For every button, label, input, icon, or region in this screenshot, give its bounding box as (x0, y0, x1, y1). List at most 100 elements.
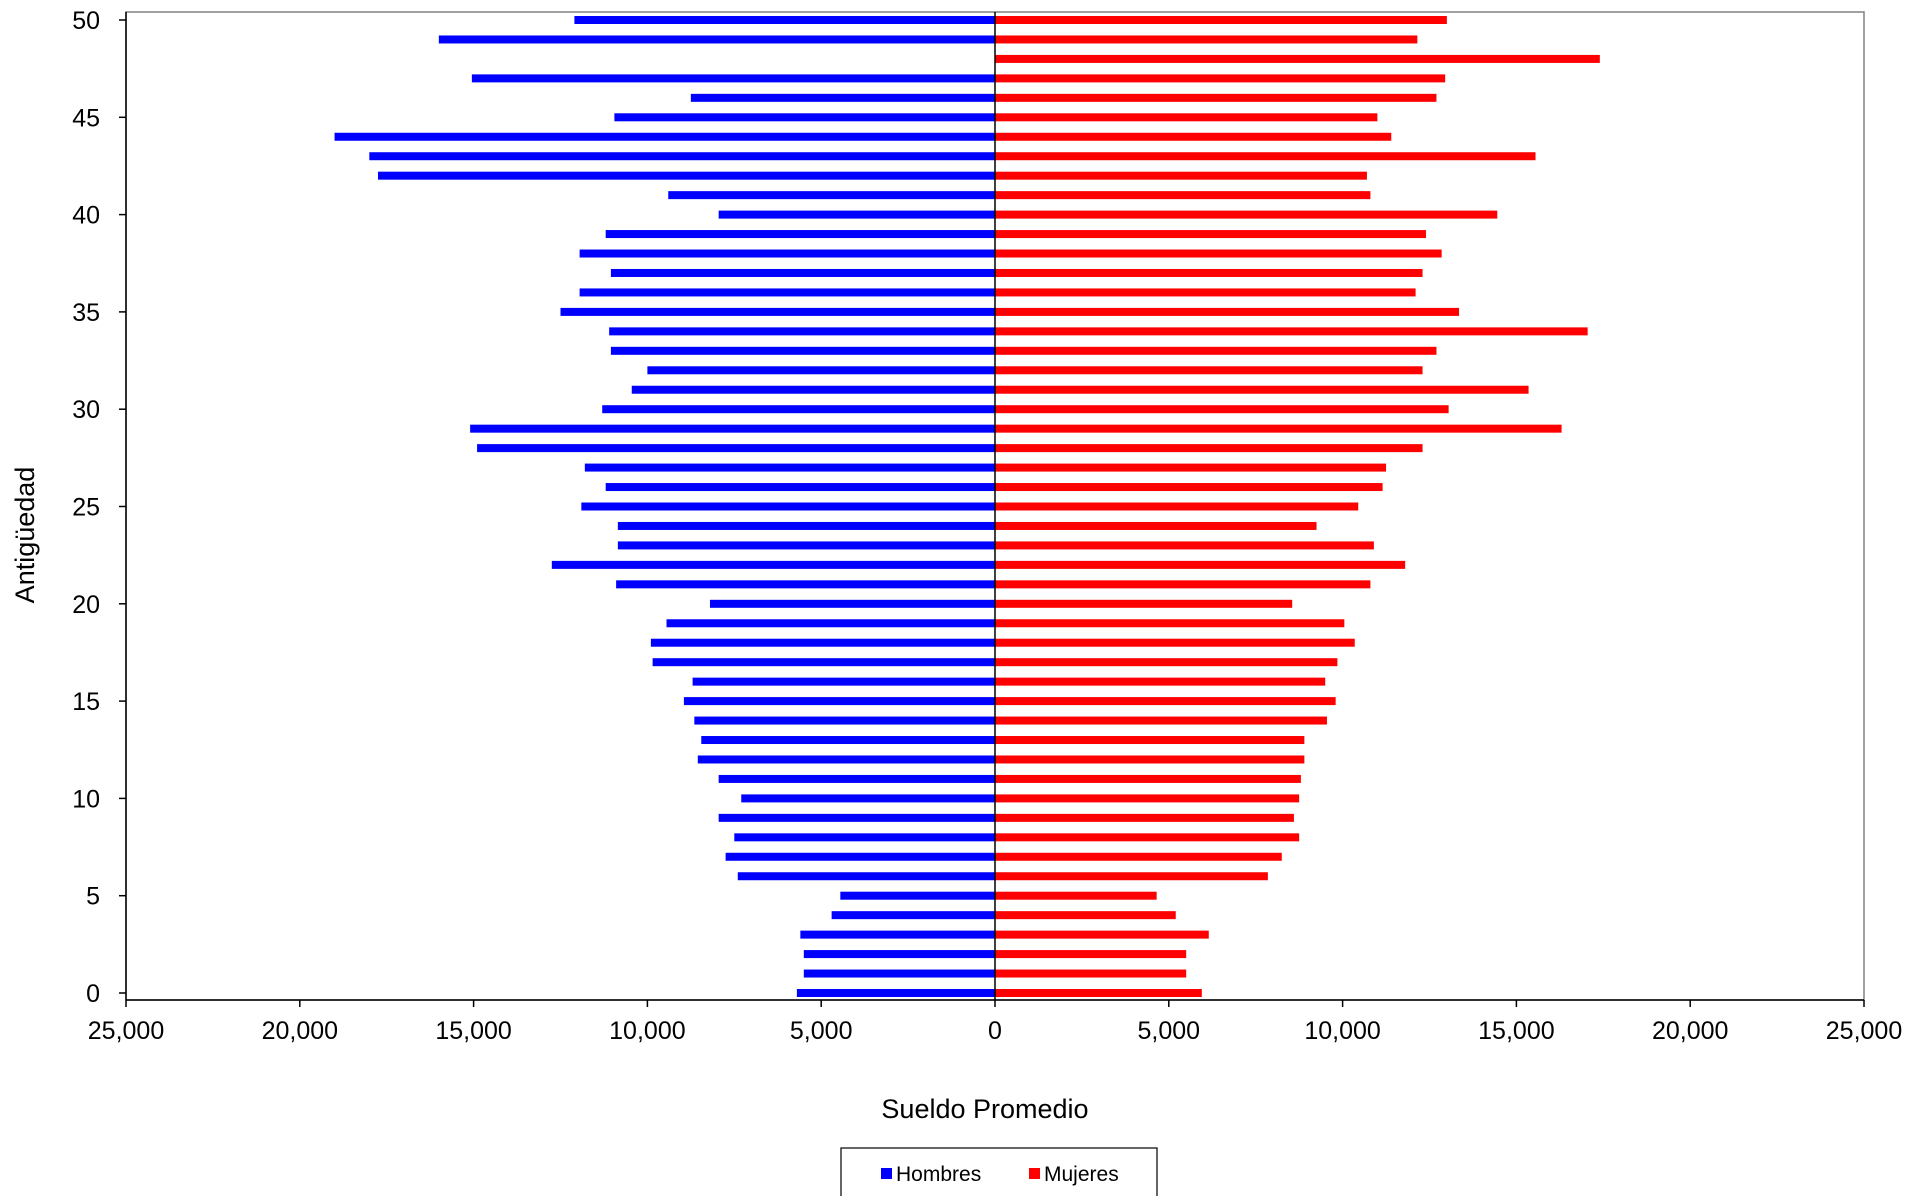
hombres-bar (668, 191, 995, 200)
mujeres-bar (995, 385, 1529, 394)
hombres-bar (697, 755, 995, 764)
hombres-bar (438, 35, 996, 44)
hombres-bar (690, 93, 995, 102)
legend: Hombres Mujeres (840, 1147, 1158, 1196)
mujeres-bar (995, 74, 1446, 83)
y-tick-label: 45 (72, 104, 100, 132)
mujeres-bar (995, 716, 1327, 725)
mujeres-bar (995, 444, 1423, 453)
legend-label-hombres: Hombres (896, 1163, 981, 1186)
x-tick-label: 0 (988, 1017, 1002, 1045)
mujeres-bar (995, 755, 1305, 764)
mujeres-bar (995, 132, 1392, 141)
hombres-bar (718, 813, 995, 822)
mujeres-bar (995, 521, 1317, 530)
hombres-bar (666, 619, 995, 628)
mujeres-bar (995, 599, 1293, 608)
hombres-bar (683, 697, 995, 706)
hombres-bar (796, 989, 995, 997)
hombres-bar (605, 483, 995, 492)
hombres-bar (617, 521, 995, 530)
y-tick-label: 50 (72, 7, 100, 35)
mujeres-bar (995, 560, 1406, 569)
mujeres-bar (995, 405, 1449, 414)
mujeres-bar (995, 268, 1423, 277)
mujeres-bar (995, 191, 1371, 200)
mujeres-bar (995, 288, 1416, 297)
mujeres-bar (995, 891, 1157, 900)
hombres-bar (581, 502, 995, 511)
x-tick-label: 20,000 (262, 1017, 338, 1045)
hombres-bar (803, 950, 995, 959)
y-tick-label: 15 (72, 688, 100, 716)
hombres-bar (610, 268, 995, 277)
mujeres-bar (995, 327, 1588, 336)
hombres-bar (647, 366, 995, 375)
mujeres-bar (995, 171, 1367, 180)
mujeres-bars (995, 16, 1600, 997)
hombres-bar (574, 16, 995, 24)
hombres-bar (378, 171, 995, 180)
x-tick-label: 25,000 (1826, 1017, 1902, 1045)
hombres-bar (334, 132, 995, 141)
x-tick-label: 5,000 (790, 1017, 853, 1045)
mujeres-bar (995, 677, 1326, 686)
hombres-bar (803, 969, 995, 978)
hombres-bar (584, 463, 995, 472)
hombres-bar (605, 230, 995, 239)
mujeres-bar (995, 736, 1305, 745)
hombres-bar (692, 677, 995, 686)
mujeres-bar (995, 774, 1301, 783)
hombres-bar (477, 444, 995, 453)
x-tick-label: 15,000 (1478, 1017, 1554, 1045)
hombres-bar (718, 774, 995, 783)
mujeres-bar (995, 346, 1437, 355)
hombres-bar (650, 638, 995, 647)
x-tick-label: 10,000 (609, 1017, 685, 1045)
hombres-bar (610, 346, 995, 355)
mujeres-bar (995, 872, 1268, 881)
hombres-bar (709, 599, 995, 608)
mujeres-bar (995, 911, 1176, 920)
hombres-bar (694, 716, 995, 725)
hombres-bar (652, 658, 995, 667)
mujeres-bar (995, 54, 1600, 63)
mujeres-bar (995, 307, 1460, 316)
mujeres-bar (995, 230, 1427, 239)
hombres-bar (579, 288, 995, 297)
hombres-bar (579, 249, 995, 258)
hombres-bar (800, 930, 995, 939)
legend-label-mujeres: Mujeres (1044, 1163, 1119, 1186)
mujeres-bar (995, 852, 1282, 861)
x-tick-label: 20,000 (1652, 1017, 1728, 1045)
hombres-bar (840, 891, 995, 900)
hombres-bar (725, 852, 995, 861)
mujeres-bar (995, 463, 1387, 472)
x-axis-title: Sueldo Promedio (881, 1094, 1088, 1124)
x-tick-label: 10,000 (1304, 1017, 1380, 1045)
y-tick-label: 25 (72, 494, 100, 522)
mujeres-bar (995, 210, 1498, 219)
mujeres-bar (995, 16, 1447, 24)
mujeres-bar (995, 619, 1345, 628)
hombres-bar (470, 424, 995, 433)
mujeres-bar (995, 35, 1418, 44)
mujeres-bar (995, 249, 1442, 258)
x-tick-label: 25,000 (88, 1017, 164, 1045)
mujeres-bar (995, 502, 1359, 511)
hombres-bar (616, 580, 995, 589)
mujeres-bar (995, 813, 1294, 822)
mujeres-bar (995, 93, 1437, 102)
hombres-bar (737, 872, 995, 881)
y-axis-ticks: 0 5 10 15 20 25 30 35 40 45 50 (72, 7, 126, 1008)
y-axis-title: Antigüedad (10, 467, 40, 604)
legend-swatch-mujeres (1029, 1168, 1040, 1179)
hombres-bar (617, 541, 995, 550)
mujeres-bar (995, 366, 1423, 375)
hombres-bars (334, 16, 996, 997)
hombres-bar (369, 152, 995, 161)
hombres-bar (602, 405, 995, 414)
hombres-bar (614, 113, 995, 122)
mujeres-bar (995, 113, 1378, 122)
